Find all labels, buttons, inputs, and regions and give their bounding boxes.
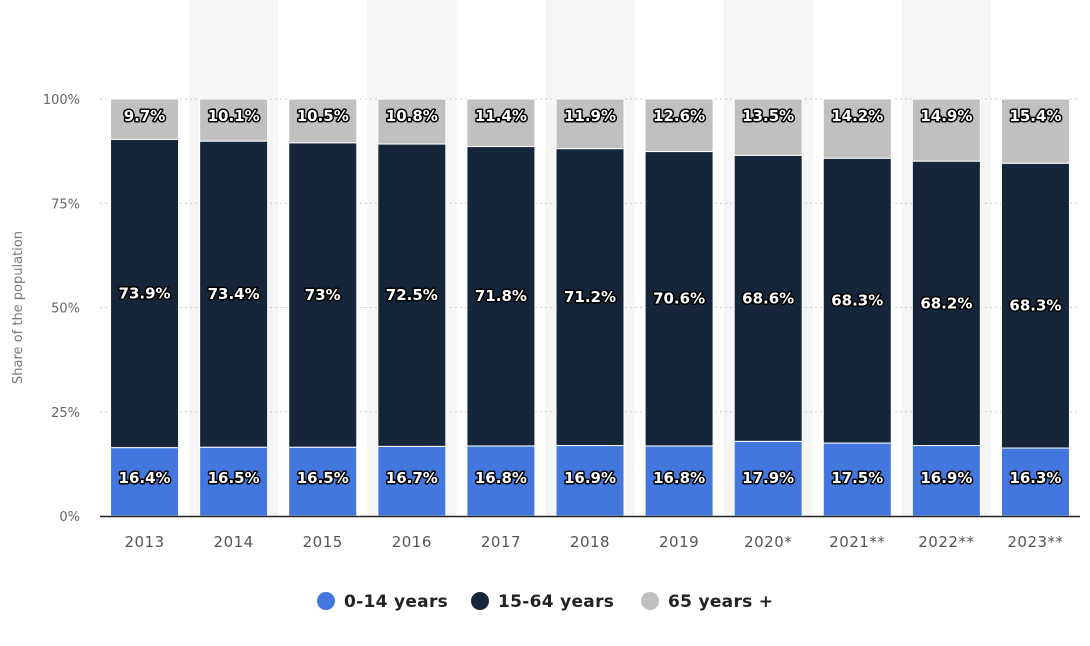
- data-label: 10.8%: [386, 107, 438, 125]
- bar-segment: [911, 160, 981, 447]
- x-tick-label: 2023**: [1007, 533, 1063, 551]
- data-label: 72.5%: [386, 286, 438, 304]
- x-tick-label: 2022**: [918, 533, 974, 551]
- data-label: 14.2%: [831, 107, 883, 125]
- bar-segment: [1000, 447, 1070, 517]
- y-tick-label: 100%: [43, 93, 80, 108]
- bar-segment: [644, 151, 714, 447]
- bar-segment: [110, 138, 180, 449]
- data-label: 68.3%: [1009, 297, 1061, 315]
- bars: [110, 98, 1070, 517]
- data-label: 13.5%: [742, 107, 794, 125]
- bar-segment: [644, 98, 714, 153]
- bar-segment: [555, 148, 625, 447]
- bar-segment: [555, 445, 625, 517]
- bar-segment: [1000, 98, 1070, 164]
- data-label: 68.3%: [831, 292, 883, 310]
- data-label: 12.6%: [653, 107, 705, 125]
- bar-segment: [288, 142, 358, 448]
- data-label: 16.5%: [208, 469, 260, 487]
- data-label: 16.5%: [297, 469, 349, 487]
- x-tick-label: 2020*: [744, 533, 792, 551]
- bar-segment: [822, 157, 892, 444]
- bar-segment: [555, 98, 625, 150]
- bar-segment: [822, 442, 892, 517]
- legend-marker: [317, 592, 335, 610]
- data-label: 16.8%: [475, 469, 527, 487]
- legend-marker: [641, 592, 659, 610]
- bar-segment: [733, 154, 803, 442]
- data-label: 16.4%: [119, 469, 171, 487]
- x-tick-label: 2021**: [829, 533, 885, 551]
- legend: 0-14 years 15-64 years 65 years +: [317, 592, 773, 612]
- legend-item[interactable]: 0-14 years: [317, 592, 448, 612]
- bar-segment: [377, 445, 447, 517]
- bar-segment: [466, 445, 536, 517]
- data-label: 73%: [305, 286, 341, 304]
- axes: 0% 25% 50% 75% 100% Share of the population 20…: [11, 93, 1080, 551]
- data-label: 17.5%: [831, 469, 883, 487]
- data-label: 10.1%: [208, 107, 260, 125]
- bar-segment: [644, 445, 714, 517]
- bar-segment: [466, 98, 536, 148]
- bar-segment: [288, 446, 358, 517]
- x-tick-label: 2014: [214, 533, 254, 551]
- data-label: 11.9%: [564, 107, 616, 125]
- data-label: 16.3%: [1009, 469, 1061, 487]
- legend-item[interactable]: 15-64 years: [471, 592, 614, 612]
- bar-segment: [199, 98, 269, 142]
- bar-segment: [199, 446, 269, 517]
- x-tick-label: 2013: [124, 533, 164, 551]
- bar-segment: [1000, 162, 1070, 449]
- y-tick-label: 75%: [51, 197, 80, 212]
- bar-segment: [466, 146, 536, 447]
- y-tick-label: 50%: [51, 302, 80, 317]
- data-label: 10.5%: [297, 107, 349, 125]
- legend-item[interactable]: 65 years +: [641, 592, 773, 612]
- data-label: 9.7%: [124, 107, 166, 125]
- data-label: 73.4%: [208, 285, 260, 303]
- bar-segment: [377, 143, 447, 447]
- bar-segment: [733, 440, 803, 517]
- legend-marker: [471, 592, 489, 610]
- y-axis-title: Share of the population: [11, 231, 26, 384]
- bar-segment: [377, 98, 447, 145]
- legend-label: 15-64 years: [498, 592, 614, 612]
- data-label: 17.9%: [742, 469, 794, 487]
- data-label: 11.4%: [475, 107, 527, 125]
- x-tick-label: 2018: [570, 533, 610, 551]
- bar-segment: [822, 98, 892, 159]
- data-label: 71.8%: [475, 287, 527, 305]
- legend-label: 0-14 years: [344, 592, 448, 612]
- bar-segment: [733, 98, 803, 156]
- data-label: 16.9%: [920, 469, 972, 487]
- data-label: 68.2%: [920, 294, 972, 312]
- x-tick-label: 2017: [481, 533, 521, 551]
- data-label: 73.9%: [119, 285, 171, 303]
- data-label: 14.9%: [920, 107, 972, 125]
- x-tick-label: 2015: [303, 533, 343, 551]
- bar-segment: [911, 98, 981, 162]
- data-label: 15.4%: [1009, 107, 1061, 125]
- data-label: 68.6%: [742, 289, 794, 307]
- bar-segment: [288, 98, 358, 144]
- data-labels: 16.4% 73.9% 9.7% 16.5% 73.4% 10.1% 16.5% 73% 10.…: [117, 106, 1063, 489]
- legend-label: 65 years +: [668, 592, 773, 612]
- data-label: 16.9%: [564, 469, 616, 487]
- data-label: 16.8%: [653, 469, 705, 487]
- y-tick-label: 0%: [59, 510, 80, 525]
- data-label: 71.2%: [564, 288, 616, 306]
- x-tick-label: 2016: [392, 533, 432, 551]
- bar-segment: [110, 98, 180, 140]
- data-label: 70.6%: [653, 290, 705, 308]
- y-tick-label: 25%: [51, 406, 80, 421]
- data-label: 16.7%: [386, 469, 438, 487]
- x-tick-label: 2019: [659, 533, 699, 551]
